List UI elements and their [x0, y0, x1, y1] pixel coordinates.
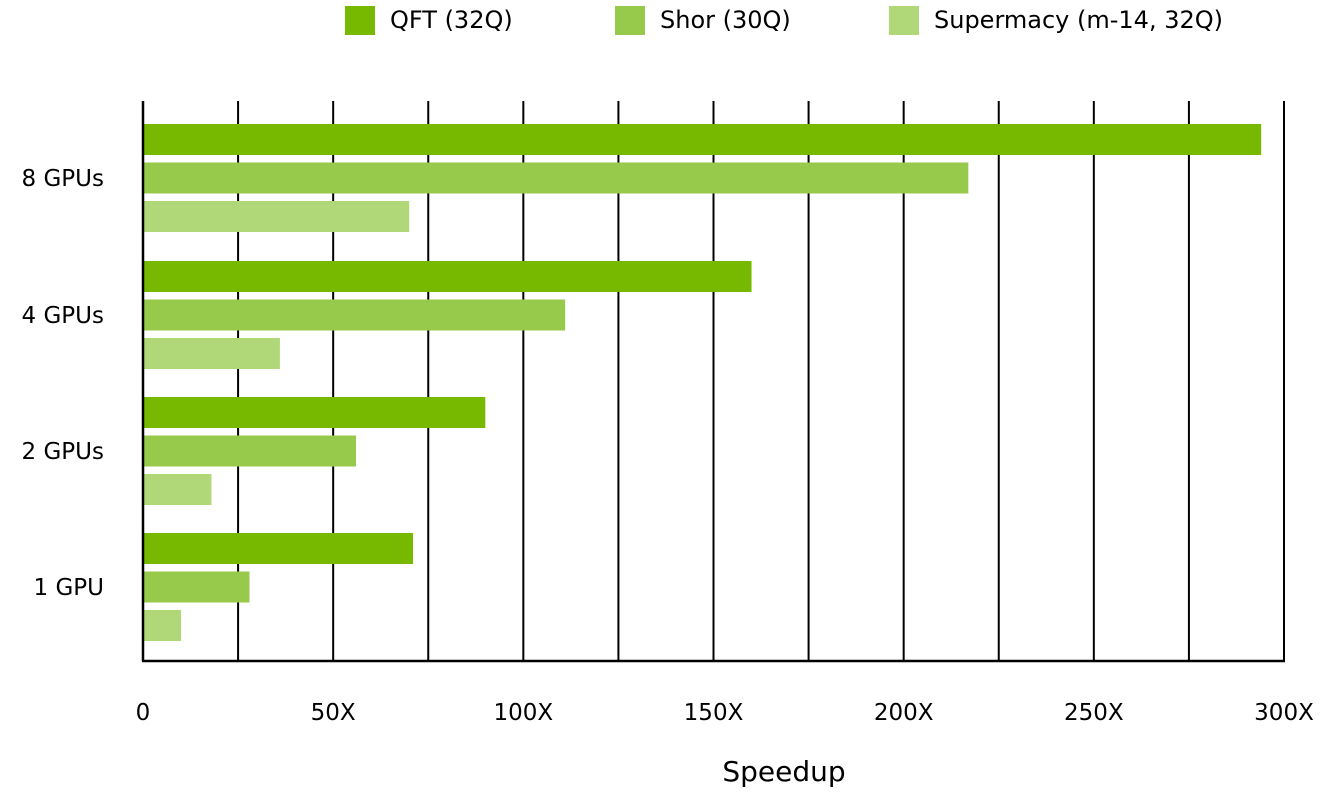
gridlines [237, 101, 1285, 661]
x-tick-label: 300X [1254, 700, 1314, 726]
bars [143, 124, 1262, 641]
x-tick-label: 50X [311, 700, 356, 726]
x-tick-labels: 0 50X 100X 150X 200X 250X 300X [136, 700, 1314, 726]
bar [143, 261, 752, 292]
bar [143, 397, 486, 428]
category-label: 2 GPUs [22, 439, 104, 465]
legend-swatch [889, 6, 919, 35]
category-label: 8 GPUs [22, 166, 104, 192]
x-tick-label: 200X [874, 700, 934, 726]
category-label: 4 GPUs [22, 303, 104, 329]
legend: QFT (32Q) Shor (30Q) Supermacy (m-14, 32Q) [345, 6, 1223, 35]
legend-label: Supermacy (m-14, 32Q) [934, 6, 1223, 34]
bar [143, 435, 356, 467]
bar [143, 610, 182, 641]
bar [143, 124, 1262, 155]
legend-label: Shor (30Q) [660, 6, 791, 34]
x-tick-label: 250X [1064, 700, 1124, 726]
bar [143, 162, 969, 194]
bar [143, 201, 410, 232]
bar [143, 299, 566, 331]
bar [143, 338, 280, 369]
legend-swatch [615, 6, 645, 35]
x-axis-title: Speedup [722, 755, 845, 788]
legend-swatch [345, 6, 375, 35]
category-label: 1 GPU [34, 575, 104, 601]
x-tick-label: 100X [494, 700, 554, 726]
x-tick-label: 150X [684, 700, 744, 726]
bar [143, 533, 414, 564]
x-tick-label: 0 [136, 700, 151, 726]
axes [141, 101, 1285, 663]
bar [143, 571, 250, 603]
category-labels: 8 GPUs 4 GPUs 2 GPUs 1 GPU [22, 166, 104, 601]
legend-label: QFT (32Q) [390, 6, 513, 34]
bar [143, 474, 212, 505]
